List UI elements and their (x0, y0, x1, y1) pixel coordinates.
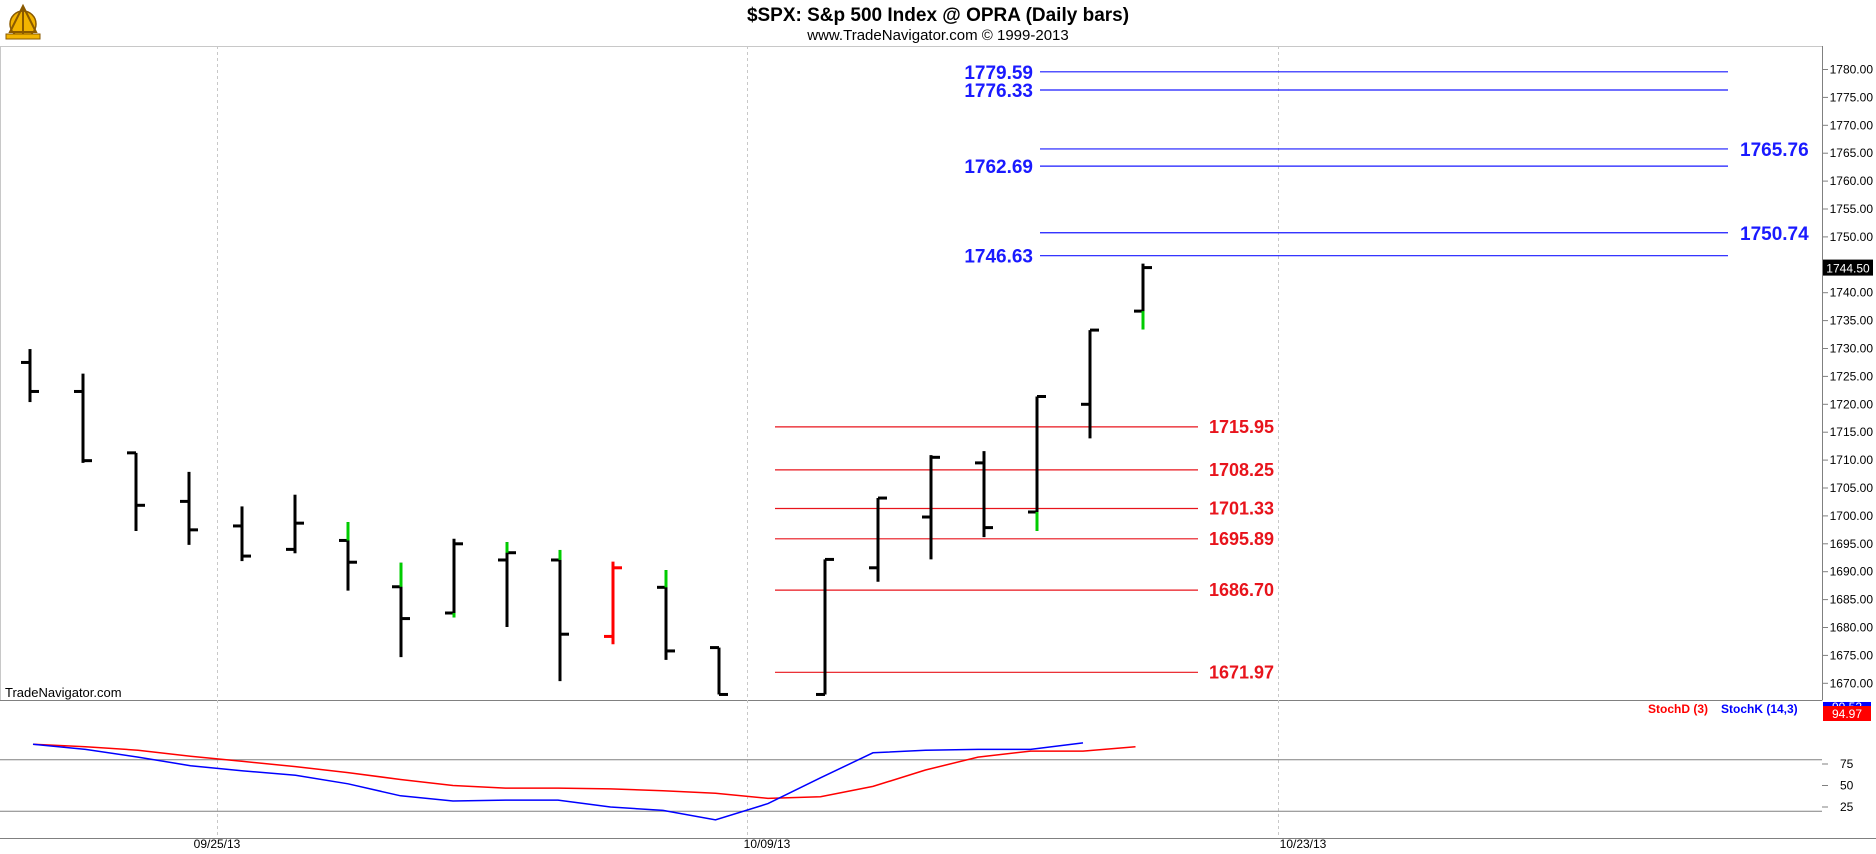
stoch-last-values: 99.5294.97 (1823, 700, 1871, 721)
current-price-marker: 1744.50 (1823, 259, 1873, 276)
stoch-d-last-label: 94.97 (1832, 707, 1862, 721)
support-label: 1701.33 (1209, 498, 1274, 518)
price-tick-label: 1680.00 (1830, 621, 1874, 635)
ohlc-bar (233, 506, 251, 562)
resistance-label: 1762.69 (964, 157, 1033, 178)
price-tick-label: 1725.00 (1830, 369, 1874, 383)
date-label: 10/09/13 (744, 837, 791, 851)
price-tick-label: 1695.00 (1830, 537, 1874, 551)
resistance-label: 1746.63 (964, 247, 1033, 268)
price-tick-label: 1750.00 (1830, 230, 1874, 244)
ohlc-bar (445, 538, 463, 618)
date-label: 09/25/13 (194, 837, 241, 851)
stoch-series-line (32, 742, 1084, 821)
sextant-logo-icon (5, 3, 41, 40)
resistance-label: 1779.59 (964, 63, 1033, 84)
price-axis-ticks: 1780.00 1775.00 1770.00 1765.00 1760.00 1755.… (1822, 63, 1874, 690)
ohlc-bar (180, 471, 198, 545)
price-tick-label: 1755.00 (1830, 202, 1874, 216)
price-tick-label: 1780.00 (1830, 63, 1874, 77)
support-levels: 1715.95 1708.25 1701.33 1695.89 1686.70 1671.… (775, 417, 1274, 682)
price-tick-label: 1710.00 (1830, 453, 1874, 467)
price-tick-label: 1705.00 (1830, 481, 1874, 495)
legend-stoch-d: StochD (3) (1648, 702, 1708, 716)
stoch-series-line (32, 743, 1136, 800)
ohlc-bar (869, 496, 887, 582)
ohlc-bar (74, 373, 92, 463)
ohlc-bar (657, 570, 675, 660)
price-tick-label: 1700.00 (1830, 509, 1874, 523)
support-label: 1686.70 (1209, 580, 1274, 600)
ohlc-bar (975, 451, 993, 538)
price-tick-label: 1765.00 (1830, 146, 1874, 160)
support-label: 1708.25 (1209, 460, 1274, 480)
support-label: 1671.97 (1209, 662, 1274, 682)
price-tick-label: 1735.00 (1830, 314, 1874, 328)
price-tick-label: 1675.00 (1830, 648, 1874, 662)
legend-stoch-k: StochK (14,3) (1721, 702, 1798, 716)
ohlc-bar (551, 549, 569, 682)
ohlc-bar (816, 557, 834, 696)
ohlc-bar (604, 561, 622, 645)
date-label: 10/23/13 (1280, 837, 1327, 851)
price-tick-label: 1760.00 (1830, 174, 1874, 188)
ohlc-bar (1028, 394, 1046, 531)
ohlc-bar (710, 646, 728, 696)
stoch-tick-label: 50 (1840, 779, 1854, 793)
ohlc-bars (21, 263, 1152, 696)
price-tick-label: 1685.00 (1830, 593, 1874, 607)
stoch-reference-lines (0, 759, 1822, 812)
stoch-lines (32, 742, 1136, 821)
price-tick-label: 1720.00 (1830, 397, 1874, 411)
support-label: 1695.89 (1209, 529, 1274, 549)
price-tick-label: 1690.00 (1830, 565, 1874, 579)
price-tick-label: 1730.00 (1830, 342, 1874, 356)
ohlc-bar (498, 542, 516, 627)
ohlc-bar (1081, 328, 1099, 439)
resistance-label: 1776.33 (964, 81, 1033, 102)
date-gridlines (217, 46, 1279, 838)
plot-border (0, 46, 1823, 701)
price-tick-label: 1770.00 (1830, 118, 1874, 132)
resistance-label: 1765.76 (1740, 140, 1809, 161)
price-tick-label: 1740.00 (1830, 286, 1874, 300)
chart-subtitle: www.TradeNavigator.com © 1999-2013 (806, 27, 1068, 44)
ohlc-bar (392, 562, 410, 658)
support-label: 1715.95 (1209, 417, 1274, 437)
watermark: TradeNavigator.com (5, 685, 122, 700)
stoch-legend: StochD (3) StochK (14,3) (1648, 702, 1798, 716)
stoch-tick-label: 25 (1840, 800, 1854, 814)
ohlc-bar (922, 455, 940, 560)
ohlc-bar (1134, 263, 1152, 330)
chart-title: $SPX: S&p 500 Index @ OPRA (Daily bars) (747, 5, 1129, 26)
current-price-label: 1744.50 (1826, 262, 1870, 276)
ohlc-bar (339, 522, 357, 591)
current-price-box (1823, 259, 1873, 276)
resistance-label: 1750.74 (1740, 224, 1809, 245)
price-tick-label: 1715.00 (1830, 425, 1874, 439)
ohlc-bar (21, 349, 39, 403)
header-band (0, 0, 1876, 46)
price-tick-label: 1775.00 (1830, 90, 1874, 104)
ohlc-bar (127, 451, 145, 531)
ohlc-bar (286, 494, 304, 554)
stoch-axis-ticks: 75 50 25 (1822, 757, 1854, 814)
price-tick-label: 1670.00 (1830, 676, 1874, 690)
stoch-tick-label: 75 (1840, 757, 1854, 771)
stoch-d-last-box (1823, 706, 1871, 721)
